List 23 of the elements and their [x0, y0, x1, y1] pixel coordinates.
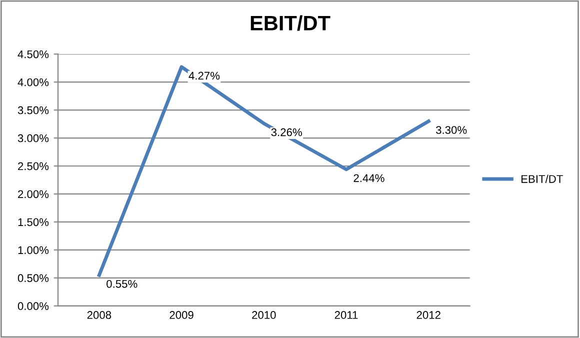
- x-tick-label: 2012: [416, 311, 440, 319]
- x-tick-label: 2010: [252, 311, 276, 319]
- data-label: 2.44%: [354, 174, 384, 182]
- x-tick-label: 2011: [334, 311, 358, 319]
- x-tick-label: 2008: [87, 311, 112, 319]
- y-tick-label: 1.00%: [18, 246, 49, 254]
- y-tick-label: 3.50%: [18, 106, 49, 114]
- y-tick-label: 0.50%: [18, 274, 49, 282]
- legend-label: EBIT/DT: [521, 174, 563, 183]
- y-tick-label: 4.50%: [18, 50, 49, 58]
- data-label: 4.27%: [188, 72, 220, 80]
- data-label: 3.26%: [271, 128, 302, 136]
- y-tick-label: 0.00%: [18, 302, 49, 310]
- y-tick-label: 3.00%: [18, 134, 49, 142]
- y-tick-label: 1.50%: [18, 218, 49, 226]
- y-tick-label: 2.00%: [18, 190, 49, 198]
- y-tick-label: 2.50%: [18, 162, 49, 170]
- line-series: [97, 65, 430, 277]
- data-label: 3.30%: [436, 126, 467, 134]
- x-tick-label: 2009: [170, 311, 194, 319]
- y-tick-label: 4.00%: [18, 78, 49, 86]
- data-label: 0.55%: [106, 280, 138, 288]
- chart-title: EBIT/DT: [250, 15, 330, 31]
